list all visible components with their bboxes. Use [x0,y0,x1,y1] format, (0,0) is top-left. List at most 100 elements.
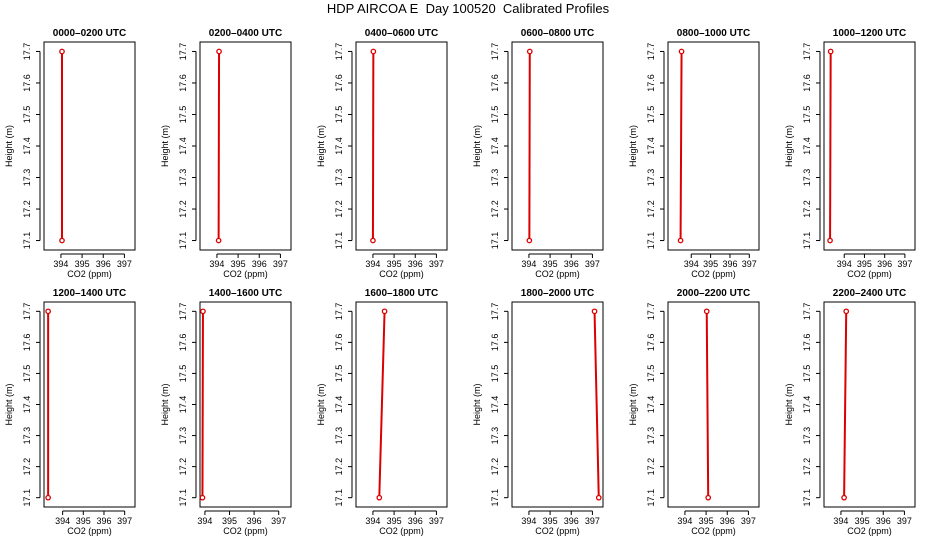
y-tick-label: 17.3 [334,427,344,445]
y-tick-label: 17.7 [334,43,344,61]
panel-title: 1200–1400 UTC [53,288,126,299]
profile-point [215,237,222,244]
plot-frame [511,301,604,508]
panel-title: 2200–2400 UTC [833,288,906,299]
x-tick-label: 395 [543,516,558,526]
x-tick-label: 395 [222,516,237,526]
plot-frame [823,301,916,508]
y-tick-label: 17.7 [802,303,812,321]
x-axis-label: CO2 (ppm) [379,526,424,536]
profile-point [370,48,377,55]
profile-panel: 0000–0200 UTC 394 395 396 397 CO2 (ppm) 17.1 17… [4,28,136,279]
y-tick-label: 17.3 [178,427,188,445]
y-tick-label: 17.3 [334,169,344,187]
y-tick-label: 17.6 [334,74,344,92]
x-tick-label: 395 [387,259,402,269]
y-tick-label: 17.6 [802,334,812,352]
x-tick-label: 394 [209,259,224,269]
x-tick-label: 396 [564,516,579,526]
x-tick-label: 396 [564,259,579,269]
y-tick-label: 17.7 [178,43,188,61]
y-tick-label: 17.1 [490,489,500,507]
profile-point [705,494,712,501]
x-tick-label: 395 [699,516,714,526]
profile-point [45,308,51,315]
plot-frame [199,301,292,508]
profile-line [679,51,683,241]
y-tick-label: 17.7 [802,43,812,61]
profile-point [45,494,51,501]
profile-line [378,311,386,498]
x-axis-label: CO2 (ppm) [847,269,892,279]
x-tick-label: 397 [585,516,600,526]
y-tick-label: 17.1 [178,232,188,250]
profile-line [843,311,848,498]
y-tick-label: 17.7 [490,43,500,61]
plot-frame [199,41,292,251]
x-tick-label: 397 [585,259,600,269]
profile-point [376,494,383,501]
y-axis-label: Height (m) [160,125,170,167]
x-tick-label: 394 [365,516,380,526]
y-tick-label: 17.7 [490,303,500,321]
profile-point [526,48,533,55]
y-tick-label: 17.6 [490,74,500,92]
profile-panel: 0400–0600 UTC 394 395 396 397 CO2 (ppm) 17.1 17… [316,28,448,279]
x-tick-label: 394 [521,516,536,526]
profile-point [678,48,685,55]
y-tick-label: 17.3 [22,427,32,445]
profile-panel: 0600–0800 UTC 394 395 396 397 CO2 (ppm) 17.1 17… [472,28,604,279]
x-tick-label: 396 [720,516,735,526]
plot-frame [667,301,760,508]
x-tick-label: 396 [722,259,737,269]
profile-panel: 1600–1800 UTC 394 395 396 397 CO2 (ppm) 17.1 17… [316,288,448,536]
profile-panel: 2000–2200 UTC 394 395 396 397 CO2 (ppm) 17.1 17… [628,288,760,536]
y-tick-label: 17.7 [646,43,656,61]
y-axis-label: Height (m) [316,383,326,425]
profile-point [381,308,388,315]
profile-point [843,308,850,315]
y-tick-label: 17.6 [490,334,500,352]
profile-point [595,494,602,501]
y-tick-label: 17.5 [646,106,656,124]
x-tick-label: 397 [429,516,444,526]
y-tick-label: 17.2 [334,458,344,476]
x-tick-label: 395 [857,259,872,269]
x-axis-label: CO2 (ppm) [67,269,112,279]
y-tick-label: 17.4 [490,396,500,414]
y-tick-label: 17.2 [802,458,812,476]
x-axis-label: CO2 (ppm) [223,269,268,279]
profile-point [591,308,598,315]
profile-panel: 1200–1400 UTC 394 395 396 397 CO2 (ppm) 17.1 17… [4,288,136,536]
x-tick-label: 394 [521,259,536,269]
y-axis-label: Height (m) [472,125,482,167]
x-tick-label: 397 [117,516,132,526]
x-tick-label: 395 [231,259,246,269]
y-tick-label: 17.2 [646,200,656,218]
x-tick-label: 397 [742,259,757,269]
x-tick-label: 397 [429,259,444,269]
y-tick-label: 17.5 [22,106,32,124]
profile-panel: 0200–0400 UTC 394 395 396 397 CO2 (ppm) 17.1 17… [160,28,292,279]
x-tick-label: 394 [684,259,699,269]
y-tick-label: 17.3 [646,427,656,445]
x-tick-label: 395 [855,516,870,526]
y-tick-label: 17.5 [334,365,344,383]
x-tick-label: 396 [247,516,262,526]
y-tick-label: 17.5 [490,106,500,124]
profile-line [593,311,600,498]
x-tick-label: 394 [55,516,70,526]
y-tick-label: 17.2 [490,200,500,218]
y-tick-label: 17.4 [646,396,656,414]
x-tick-label: 394 [677,516,692,526]
panel-title: 0800–1000 UTC [677,28,750,39]
y-tick-label: 17.6 [646,74,656,92]
y-tick-label: 17.7 [22,303,32,321]
y-axis-label: Height (m) [628,383,638,425]
y-axis-label: Height (m) [784,125,794,167]
y-tick-label: 17.5 [22,365,32,383]
y-tick-label: 17.5 [178,106,188,124]
y-tick-label: 17.3 [802,169,812,187]
x-axis-label: CO2 (ppm) [535,269,580,279]
